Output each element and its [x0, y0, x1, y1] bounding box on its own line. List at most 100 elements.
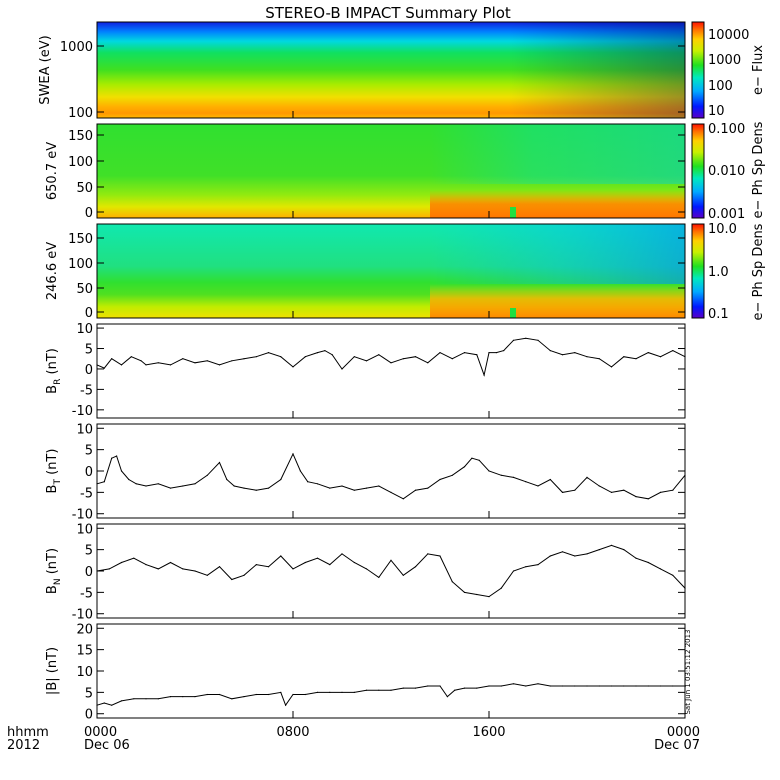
bt-point	[96, 483, 98, 485]
br-point	[586, 356, 588, 358]
bt-ytick-label: -10	[72, 508, 93, 523]
time-tick-date: Dec 06	[84, 738, 130, 753]
bmag-point	[500, 685, 502, 687]
pad246-cbar-tick: 1.0	[708, 265, 729, 280]
bt-point	[194, 483, 196, 485]
bt-point	[598, 485, 600, 487]
bmag-point	[267, 693, 270, 696]
bmag-point	[218, 693, 221, 696]
bn-ylabel: BN (nT)	[45, 548, 63, 594]
bn-point	[512, 570, 515, 572]
swea-cbar-tick-10000: 10000	[708, 28, 749, 43]
bmag-frame	[96, 623, 686, 719]
br-point	[145, 364, 147, 366]
br-panel: 10 5 0 -5 -10 BR (nT)	[45, 322, 686, 419]
bn-frame	[96, 523, 686, 619]
bt-ytick-label: 10	[76, 422, 93, 437]
swea-y-axis: 1000 100 SWEA (eV)	[38, 35, 685, 121]
pad650-y-axis: 150 100 50 0 650.7 eV	[45, 129, 685, 221]
bt-point	[299, 470, 301, 472]
swea-cbar-tick-100: 100	[708, 79, 733, 94]
br-point	[495, 352, 497, 354]
bt-point	[292, 453, 294, 455]
bmag-ytick-label: 0	[85, 708, 93, 723]
br-point	[503, 350, 505, 352]
bt-point	[561, 491, 564, 493]
bt-point	[647, 498, 649, 500]
bmag-ytick-label: 5	[85, 686, 93, 701]
pad650-cbar-tick: 0.100	[708, 122, 745, 137]
bn-point	[120, 561, 123, 564]
bn-point	[672, 574, 674, 576]
bn-point	[133, 557, 135, 559]
pad650-ytick: 100	[68, 155, 93, 170]
bn-point	[255, 564, 257, 566]
bt-point	[206, 474, 208, 476]
br-point	[598, 358, 600, 360]
pad246-y-axis: 150 100 50 0 246.6 eV	[45, 232, 685, 321]
bt-point	[341, 485, 343, 487]
swea-ytick-100: 100	[68, 106, 93, 121]
br-point	[549, 350, 551, 352]
bmag-point	[231, 698, 233, 700]
br-ytick-label: -10	[72, 404, 93, 419]
pad246-ytick: 50	[76, 282, 93, 297]
br-point	[111, 358, 113, 360]
bn-point	[610, 544, 613, 547]
bt-point	[684, 474, 686, 476]
bn-point	[96, 570, 98, 572]
magnetic-field-panels: 10 5 0 -5 -10 BR (nT) 10 5 0 -5 -10 BT (nT) 10 5 0 -5 -1…	[45, 322, 686, 723]
pad650-cbar-tick: 0.001	[708, 207, 745, 222]
bt-point	[500, 474, 502, 476]
br-point	[304, 356, 306, 358]
bn-point	[218, 566, 221, 568]
bmag-point	[635, 685, 637, 687]
bn-point	[402, 574, 404, 576]
br-point	[488, 352, 490, 354]
bt-point	[226, 478, 228, 481]
br-point	[537, 339, 539, 341]
bt-point	[610, 491, 613, 493]
time-unit-label: hhmm	[7, 725, 49, 740]
bt-point	[672, 489, 674, 491]
bmag-point	[157, 698, 159, 700]
br-point	[414, 356, 417, 358]
bmag-point	[672, 685, 674, 687]
bmag-point	[549, 685, 551, 687]
bt-point	[280, 478, 282, 481]
br-point	[267, 352, 270, 354]
time-tick-label: 0000	[667, 725, 700, 740]
bmag-point	[353, 691, 355, 694]
bmag-point	[537, 683, 539, 685]
bn-point	[488, 596, 490, 598]
br-point	[390, 362, 392, 364]
bt-point	[525, 481, 527, 483]
bt-point	[255, 489, 257, 491]
bmag-point	[623, 685, 625, 687]
br-point	[483, 374, 485, 376]
br-point	[255, 356, 257, 358]
bmag-point	[96, 704, 98, 706]
br-point	[378, 354, 380, 356]
br-point	[341, 368, 343, 370]
br-point	[365, 360, 368, 362]
bmag-point	[659, 685, 662, 687]
time-tick-label: 0800	[276, 725, 309, 740]
bmag-point	[427, 685, 429, 687]
br-point	[218, 364, 221, 366]
br-point	[635, 358, 637, 360]
bt-point	[402, 498, 404, 500]
bmag-point	[103, 702, 105, 704]
bt-point	[451, 474, 453, 476]
br-point	[243, 358, 245, 360]
bn-point	[231, 578, 233, 581]
pad650-ytick: 50	[76, 181, 93, 196]
br-ytick-label: 5	[85, 343, 93, 358]
bmag-point	[488, 685, 490, 687]
bn-point	[304, 561, 306, 564]
bn-point	[439, 555, 441, 557]
br-ytick-label: 0	[85, 363, 93, 378]
plot-title: STEREO-B IMPACT Summary Plot	[265, 4, 511, 22]
pad246-ytick: 150	[68, 232, 93, 247]
